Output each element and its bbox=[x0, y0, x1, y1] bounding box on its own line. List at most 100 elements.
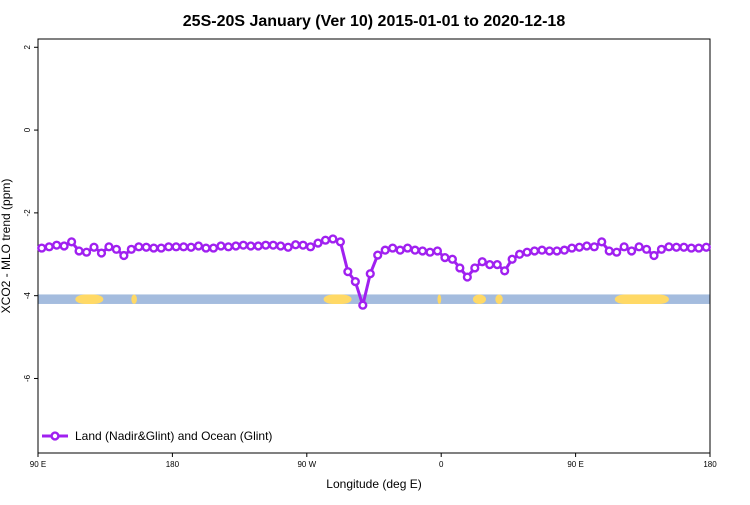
data-point-62 bbox=[500, 266, 510, 276]
legend-marker bbox=[50, 431, 60, 441]
land-segment-4 bbox=[472, 294, 486, 304]
data-point-53 bbox=[432, 246, 443, 256]
data-point-82 bbox=[649, 250, 659, 261]
data-point-55 bbox=[447, 254, 458, 264]
data-point-38 bbox=[320, 235, 331, 245]
data-point-77 bbox=[612, 247, 622, 257]
x-tick-label-3: 0 bbox=[439, 460, 444, 469]
data-point-32 bbox=[276, 241, 286, 251]
data-point-44 bbox=[365, 269, 375, 279]
data-point-45 bbox=[373, 250, 383, 260]
data-point-83 bbox=[656, 244, 667, 254]
data-point-33 bbox=[283, 242, 293, 252]
data-point-2 bbox=[52, 240, 62, 250]
y-tick-label-2: -2 bbox=[23, 209, 32, 217]
data-point-10 bbox=[111, 244, 122, 254]
data-point-19 bbox=[179, 242, 189, 252]
data-point-43 bbox=[358, 300, 368, 310]
data-point-31 bbox=[268, 240, 278, 250]
data-point-84 bbox=[664, 242, 674, 252]
chart-title: 25S-20S January (Ver 10) 2015-01-01 to 2… bbox=[183, 13, 566, 30]
data-point-65 bbox=[522, 247, 532, 257]
data-point-75 bbox=[597, 237, 607, 247]
data-point-41 bbox=[343, 267, 353, 277]
data-point-88 bbox=[694, 243, 704, 253]
land-segment-1 bbox=[131, 294, 137, 304]
y-tick-label-0: 2 bbox=[23, 45, 32, 50]
ocean-band bbox=[38, 294, 710, 304]
data-point-4 bbox=[66, 237, 77, 247]
x-tick-label-2: 90 W bbox=[297, 460, 316, 469]
data-point-89 bbox=[701, 242, 711, 252]
data-point-87 bbox=[686, 243, 696, 253]
data-point-24 bbox=[216, 241, 226, 251]
data-point-69 bbox=[552, 246, 562, 256]
data-point-28 bbox=[246, 241, 256, 251]
data-point-17 bbox=[164, 242, 174, 252]
data-point-20 bbox=[186, 242, 196, 252]
data-point-57 bbox=[462, 272, 472, 282]
data-point-66 bbox=[529, 246, 540, 256]
x-tick-label-0: 90 E bbox=[30, 460, 46, 469]
y-tick-label-3: -4 bbox=[23, 292, 32, 300]
data-point-63 bbox=[507, 254, 517, 264]
data-point-16 bbox=[156, 243, 166, 253]
data-point-86 bbox=[679, 242, 689, 252]
data-point-72 bbox=[574, 242, 584, 252]
data-point-50 bbox=[410, 245, 420, 255]
data-point-6 bbox=[81, 247, 92, 257]
data-point-59 bbox=[477, 257, 487, 267]
data-point-5 bbox=[74, 246, 84, 256]
data-point-80 bbox=[634, 242, 644, 252]
data-point-78 bbox=[619, 242, 629, 252]
y-tick-label-4: -6 bbox=[23, 374, 32, 382]
data-point-12 bbox=[126, 244, 136, 254]
data-point-60 bbox=[485, 260, 495, 270]
land-segment-2 bbox=[323, 294, 352, 304]
data-point-56 bbox=[455, 263, 465, 273]
data-point-51 bbox=[417, 246, 428, 256]
x-tick-label-5: 180 bbox=[703, 460, 717, 469]
data-point-13 bbox=[134, 242, 144, 252]
y-axis: 2 0 -2 -4 -6 bbox=[23, 45, 38, 382]
data-point-22 bbox=[201, 243, 211, 253]
data-point-71 bbox=[567, 243, 577, 253]
data-point-61 bbox=[492, 260, 502, 270]
data-point-85 bbox=[671, 242, 682, 252]
data-point-14 bbox=[141, 242, 151, 252]
data-point-36 bbox=[305, 242, 316, 252]
x-axis: 90 E 180 90 W 0 90 E 180 bbox=[30, 453, 717, 469]
data-point-11 bbox=[119, 250, 129, 261]
data-point-25 bbox=[223, 242, 234, 252]
data-point-40 bbox=[335, 237, 346, 247]
data-point-23 bbox=[208, 243, 219, 253]
data-point-39 bbox=[328, 234, 338, 244]
data-point-30 bbox=[261, 240, 271, 250]
data-point-21 bbox=[193, 241, 204, 251]
data-point-34 bbox=[291, 240, 301, 250]
data-point-27 bbox=[238, 240, 248, 250]
data-point-18 bbox=[171, 242, 181, 252]
series-layer bbox=[37, 234, 711, 310]
data-point-26 bbox=[231, 241, 241, 251]
data-point-7 bbox=[89, 242, 99, 252]
data-point-74 bbox=[589, 242, 599, 252]
data-point-54 bbox=[440, 252, 450, 263]
x-tick-label-4: 90 E bbox=[567, 460, 583, 469]
data-point-70 bbox=[559, 245, 570, 255]
x-axis-title: Longitude (deg E) bbox=[326, 477, 421, 491]
data-point-9 bbox=[104, 242, 114, 252]
data-point-47 bbox=[388, 243, 398, 253]
data-point-73 bbox=[582, 241, 592, 251]
y-tick-label-1: 0 bbox=[23, 127, 32, 132]
data-point-76 bbox=[604, 246, 614, 256]
data-point-58 bbox=[470, 263, 480, 273]
data-point-48 bbox=[395, 245, 405, 255]
data-point-8 bbox=[96, 248, 107, 258]
land-segment-5 bbox=[495, 294, 503, 304]
data-point-81 bbox=[641, 244, 652, 254]
data-point-3 bbox=[59, 241, 69, 251]
land-segment-0 bbox=[75, 294, 104, 304]
data-point-49 bbox=[403, 243, 413, 253]
